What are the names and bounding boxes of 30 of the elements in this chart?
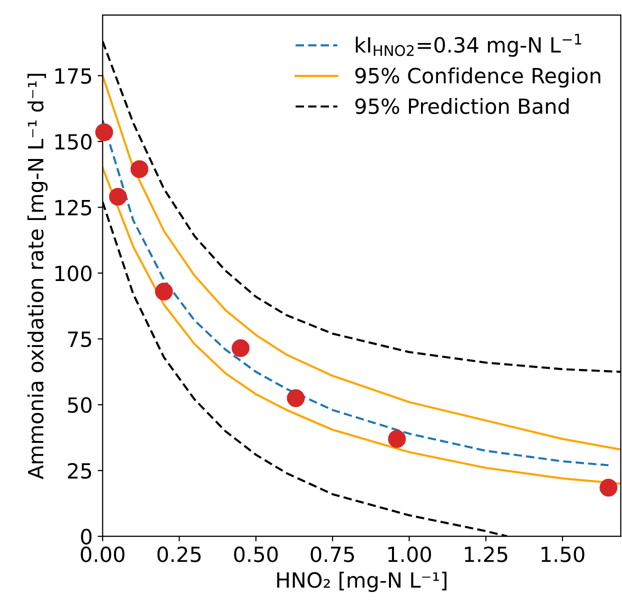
point <box>155 282 173 300</box>
x-tick-label: 0.25 <box>157 546 201 562</box>
point <box>95 123 114 142</box>
point <box>600 478 618 497</box>
legend-label: kI$_{HNO2}$=0.34 mg-N L$^{−1}$ <box>356 34 582 57</box>
legend-label: 95% Prediction Band <box>355 98 569 114</box>
point <box>286 389 305 408</box>
x-tick-label: 1.50 <box>542 546 584 562</box>
x-tick-label: 0.50 <box>234 546 278 562</box>
y-tick-label: 25 <box>68 462 92 479</box>
x-tick-label: 1.25 <box>464 546 508 562</box>
y-tick-label: 0 <box>81 528 92 545</box>
point <box>130 160 148 178</box>
x-tick-label: 1.00 <box>388 546 432 562</box>
y-axis-title: Ammonia oxidation rate [mg-N L⁻¹ d⁻¹] <box>27 74 48 480</box>
line-series <box>102 119 610 466</box>
y-tick-label: 75 <box>68 332 92 348</box>
x-tick-label: 0.00 <box>80 546 124 562</box>
point <box>232 339 250 358</box>
y-tick-label: 150 <box>55 134 92 150</box>
x-axis-title: HNO₂ [mg-N L⁻¹] <box>277 572 446 592</box>
y-tick-label: 175 <box>55 68 92 84</box>
y-tick-label: 100 <box>55 266 92 282</box>
y-tick-label: 50 <box>68 397 92 413</box>
x-tick-label: 0.75 <box>310 546 354 562</box>
legend-label: 95% Confidence Region <box>355 67 600 88</box>
y-tick-label: 125 <box>55 200 92 216</box>
point <box>388 430 406 448</box>
line-series <box>102 166 621 485</box>
point <box>109 188 127 206</box>
